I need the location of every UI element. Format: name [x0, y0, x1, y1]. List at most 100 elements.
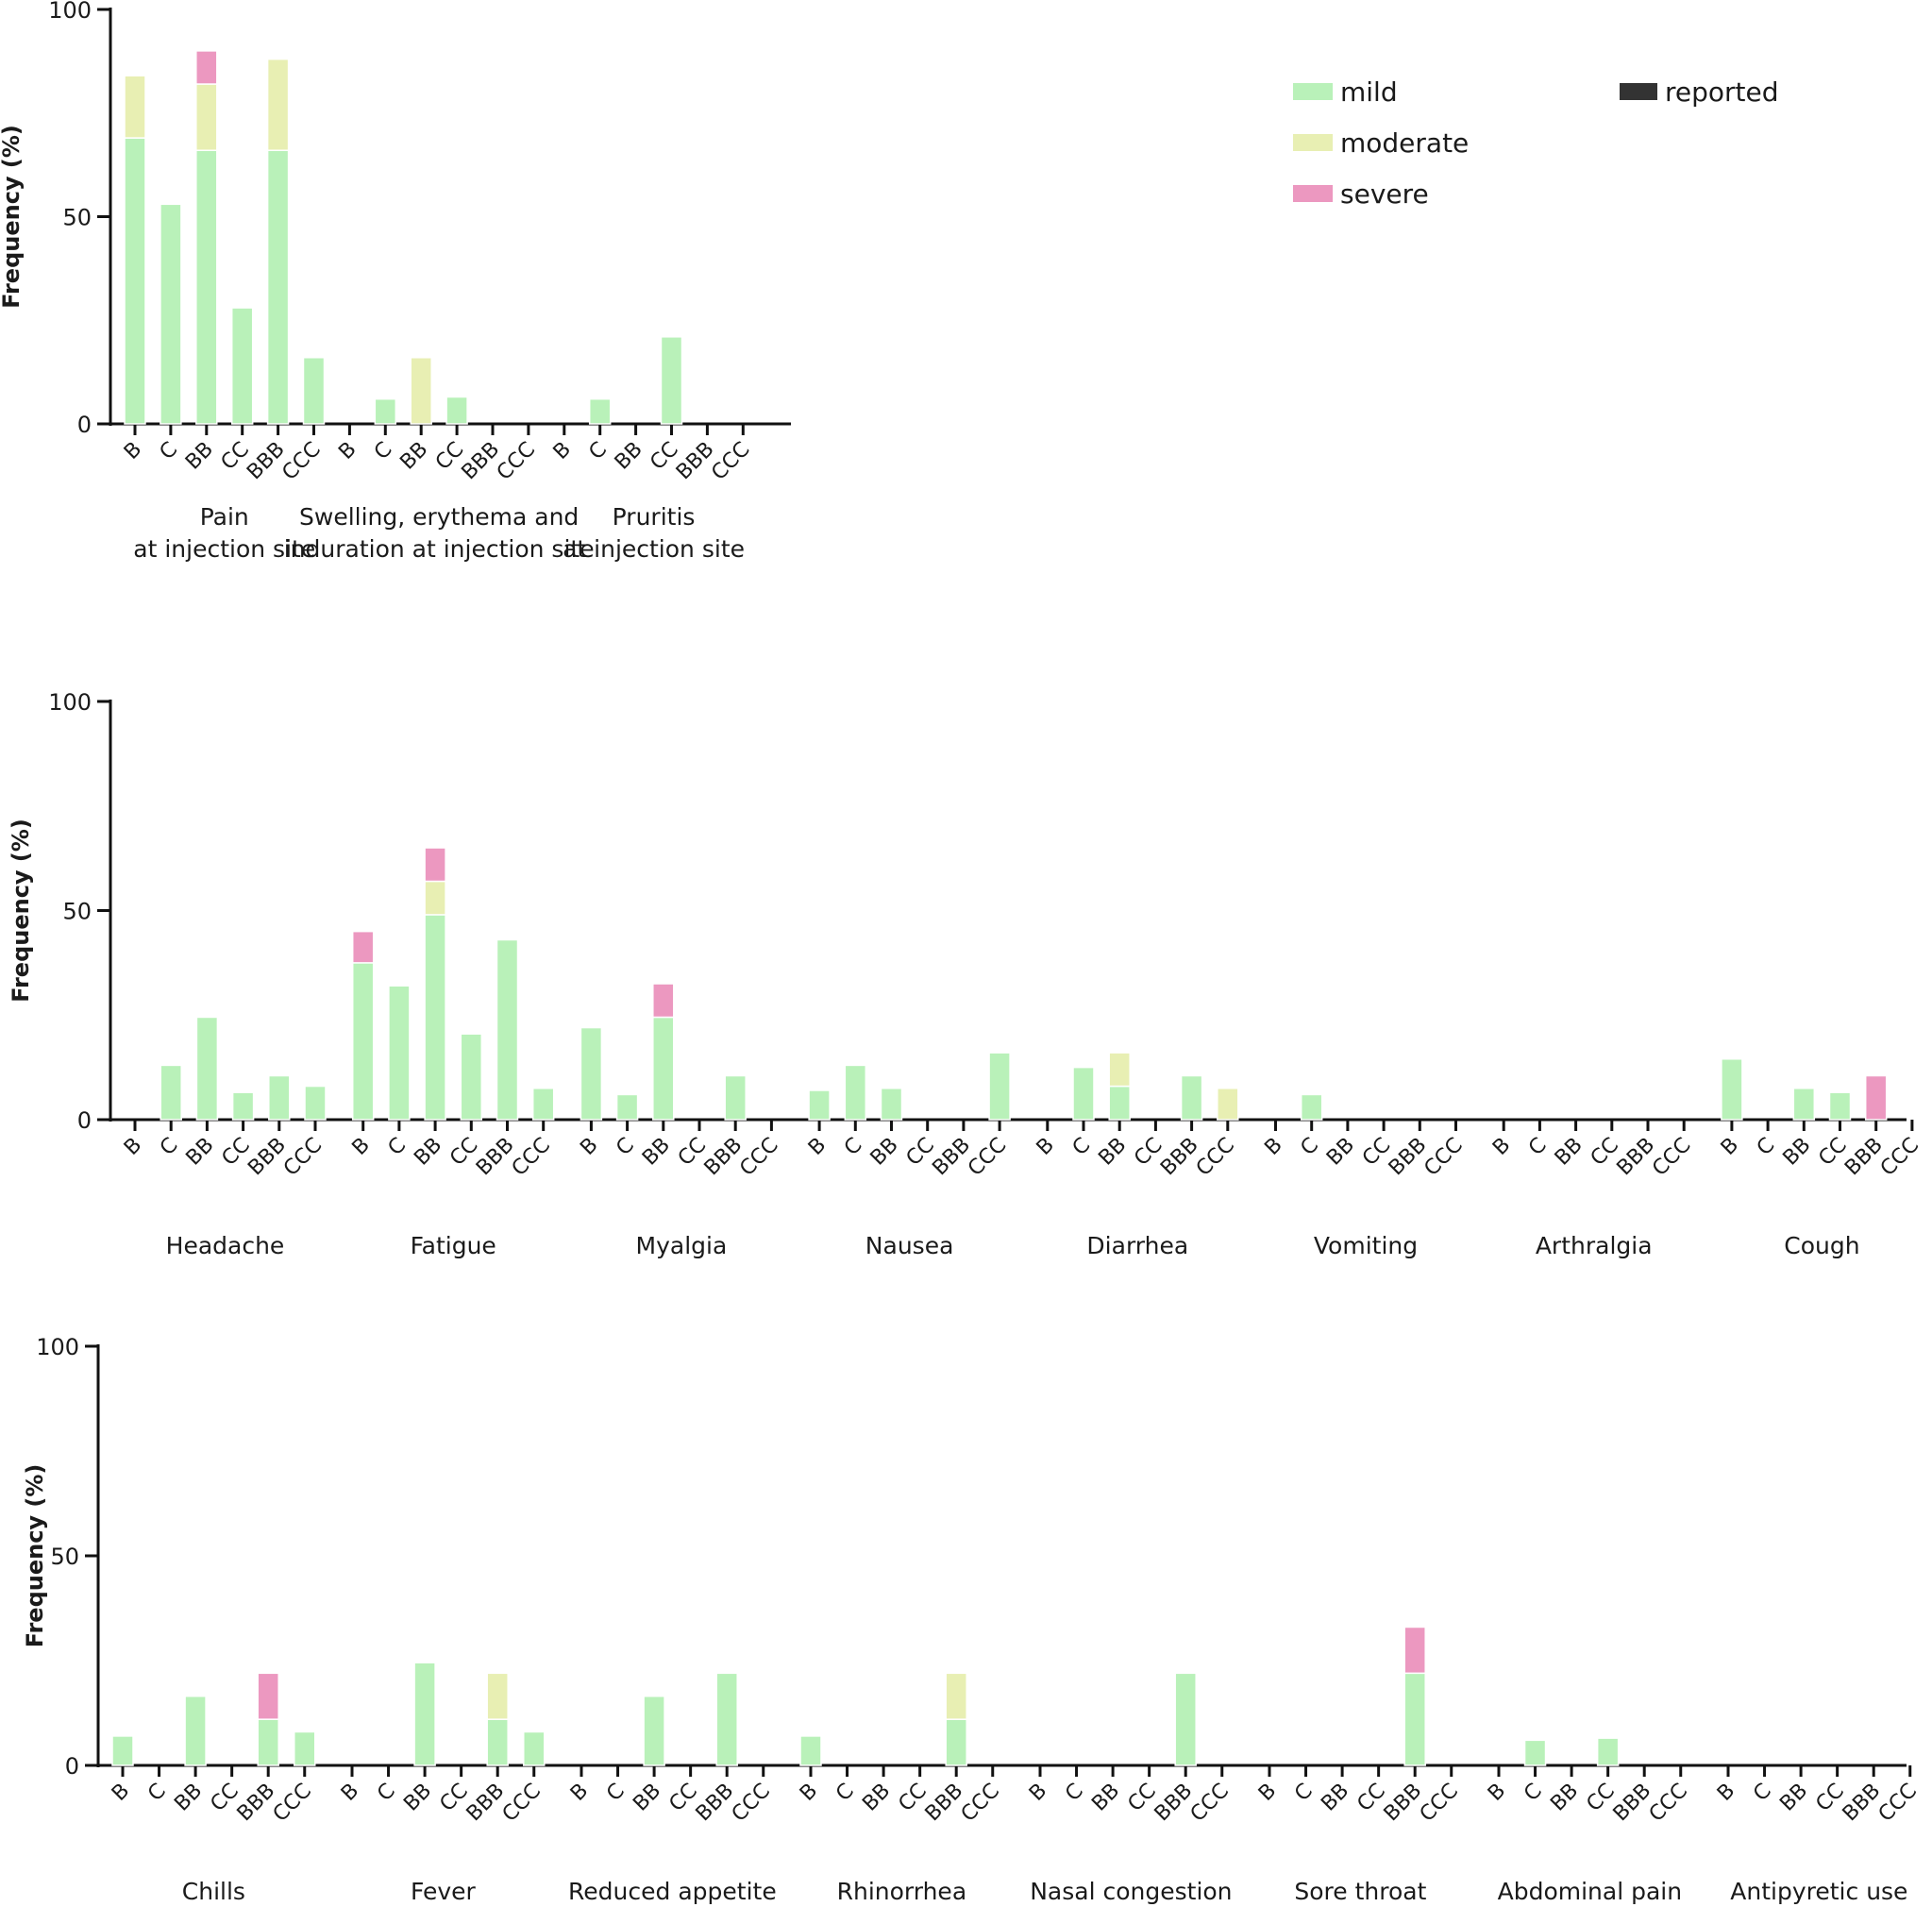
x-tick-label: CCC — [1645, 1780, 1692, 1827]
x-tick-label: B — [120, 1134, 146, 1160]
x-tick-label: C — [373, 1780, 400, 1807]
legend-label-severe: severe — [1340, 178, 1429, 210]
bar-segment-mild — [652, 1016, 675, 1121]
x-tick-label: B — [337, 1780, 363, 1806]
x-tick-label: C — [602, 1780, 630, 1807]
x-tick-label: B — [804, 1134, 831, 1160]
bar-segment-mild — [1828, 1091, 1852, 1121]
bar-segment-mild — [1108, 1085, 1131, 1121]
bar-segment-mild — [486, 1718, 509, 1766]
bar-segment-mild — [268, 1074, 291, 1121]
x-tick-label: C — [584, 438, 612, 465]
x-tick-label: BBB — [244, 1134, 291, 1181]
x-tick-label: BBB — [1151, 1780, 1198, 1827]
bar-segment-mild — [111, 1735, 134, 1766]
y-tick-label: 50 — [50, 1544, 79, 1570]
bar-segment-mild — [808, 1089, 831, 1121]
x-tick-label: BBB — [921, 1780, 968, 1827]
bar-segment-mild — [531, 1088, 555, 1121]
x-tick-label: BB — [1775, 1780, 1812, 1816]
x-tick-label: CCC — [1876, 1134, 1924, 1181]
bar-segment-mild — [1300, 1093, 1323, 1121]
bar-segment-mild — [496, 938, 519, 1121]
x-tick-label: C — [1061, 1780, 1088, 1807]
x-tick-label: C — [832, 1780, 859, 1807]
legend-label-mild: mild — [1340, 76, 1398, 108]
x-tick-label: B — [576, 1134, 602, 1160]
group-label: Pruritis — [613, 503, 696, 531]
x-tick-label: B — [1488, 1134, 1515, 1160]
group-label: Nausea — [865, 1232, 954, 1259]
x-tick-label: B — [1033, 1134, 1059, 1160]
group-label: at injection site — [563, 535, 745, 563]
group-label: Headache — [166, 1232, 285, 1259]
y-tick-label: 100 — [36, 1334, 79, 1360]
bar-segment-severe — [424, 847, 446, 883]
bar-segment-moderate — [266, 58, 290, 152]
group-label: Diarrhea — [1086, 1232, 1188, 1259]
bar-segment-mild — [424, 914, 446, 1121]
bar-segment-mild — [715, 1672, 738, 1766]
bar-segment-mild — [580, 1026, 603, 1121]
bar-segment-mild — [195, 1016, 219, 1121]
x-tick-label: BB — [629, 1780, 665, 1816]
bar-segment-mild — [523, 1730, 546, 1766]
x-tick-label: CCC — [498, 1780, 546, 1827]
x-tick-label: CCC — [1420, 1134, 1467, 1181]
bar-segment-mild — [844, 1064, 867, 1121]
x-tick-label: C — [840, 1134, 867, 1161]
bar-segment-severe — [1864, 1074, 1888, 1121]
x-tick-label: BB — [611, 438, 647, 475]
x-tick-label: C — [143, 1780, 171, 1807]
bar-segment-mild — [1403, 1672, 1426, 1766]
x-tick-label: B — [348, 1134, 375, 1160]
bar-segment-mild — [231, 1091, 255, 1121]
bar-segment-moderate — [1217, 1088, 1239, 1121]
group-label: Cough — [1784, 1232, 1859, 1259]
bar-segment-mild — [1721, 1058, 1743, 1121]
bar-segment-severe — [195, 50, 218, 85]
x-tick-label: CCC — [728, 1780, 775, 1827]
group-label: Myalgia — [636, 1232, 728, 1259]
bar-segment-mild — [988, 1052, 1011, 1121]
group-label: Swelling, erythema and — [299, 503, 579, 531]
x-tick-label: C — [1296, 1134, 1323, 1161]
x-tick-label: CCC — [1648, 1134, 1695, 1181]
x-tick-label: B — [108, 1780, 134, 1806]
x-tick-label: B — [1254, 1780, 1281, 1806]
x-tick-label: CCC — [508, 1134, 555, 1181]
bar-segment-mild — [413, 1662, 436, 1766]
group-label: Rhinorrhea — [837, 1878, 967, 1905]
x-tick-label: CCC — [707, 438, 754, 485]
legend-label-moderate: moderate — [1340, 127, 1469, 159]
bar-segment-moderate — [195, 83, 218, 152]
group-label: Vomiting — [1314, 1232, 1418, 1259]
bar-segment-mild — [184, 1695, 207, 1766]
bar-segment-mild — [880, 1088, 903, 1121]
bar-segment-mild — [799, 1735, 822, 1766]
bar-segment-moderate — [945, 1672, 967, 1720]
x-tick-label: BB — [1322, 1134, 1359, 1171]
x-tick-label: C — [156, 1134, 183, 1161]
x-tick-label: C — [1749, 1780, 1776, 1807]
x-tick-label: BBB — [700, 1134, 748, 1181]
x-tick-label: CCC — [735, 1134, 782, 1181]
x-tick-label: BBB — [692, 1780, 739, 1827]
x-tick-label: B — [1025, 1780, 1051, 1806]
bar-segment-mild — [1596, 1737, 1620, 1766]
bar-segment-mild — [445, 396, 468, 425]
bar-segment-mild — [302, 357, 326, 425]
x-tick-label: BB — [638, 1134, 675, 1171]
